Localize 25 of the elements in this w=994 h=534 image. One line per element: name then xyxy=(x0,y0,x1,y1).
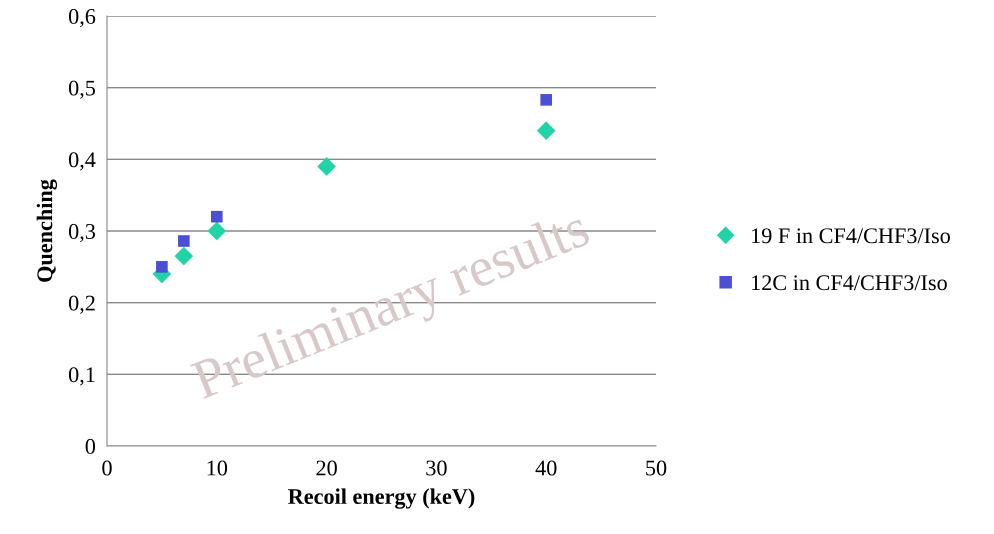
x-tick-label: 10 xyxy=(208,460,228,476)
point xyxy=(317,157,336,176)
legend-label: 12C in CF4/CHF3/Iso xyxy=(752,275,947,290)
x-tick-label: 40 xyxy=(536,460,556,476)
x-tick-label: 30 xyxy=(426,460,447,476)
y-tick-label: 0 xyxy=(86,438,96,454)
point xyxy=(207,222,226,240)
x-axis-title: Recoil energy (keV) xyxy=(288,488,474,509)
x-tick-label: 0 xyxy=(102,460,112,476)
point xyxy=(536,121,556,140)
y-tick-label: 0,1 xyxy=(68,367,95,386)
x-tick-label: 50 xyxy=(646,460,666,476)
y-tick-label: 0,6 xyxy=(68,8,96,28)
y-tick-label: 0,5 xyxy=(68,80,96,99)
point xyxy=(156,261,168,273)
y-tick-label: 0,2 xyxy=(68,296,95,314)
point xyxy=(178,235,190,247)
point xyxy=(174,246,194,266)
y-axis-title: Quenching xyxy=(36,179,57,282)
y-tick-label: 0,3 xyxy=(68,224,96,242)
x-tick-label: 20 xyxy=(316,460,337,476)
point xyxy=(210,210,223,222)
point xyxy=(540,94,552,106)
y-tick-label: 0,4 xyxy=(68,152,96,170)
legend-label: 19 F in CF4/CHF3/Iso xyxy=(752,228,950,244)
